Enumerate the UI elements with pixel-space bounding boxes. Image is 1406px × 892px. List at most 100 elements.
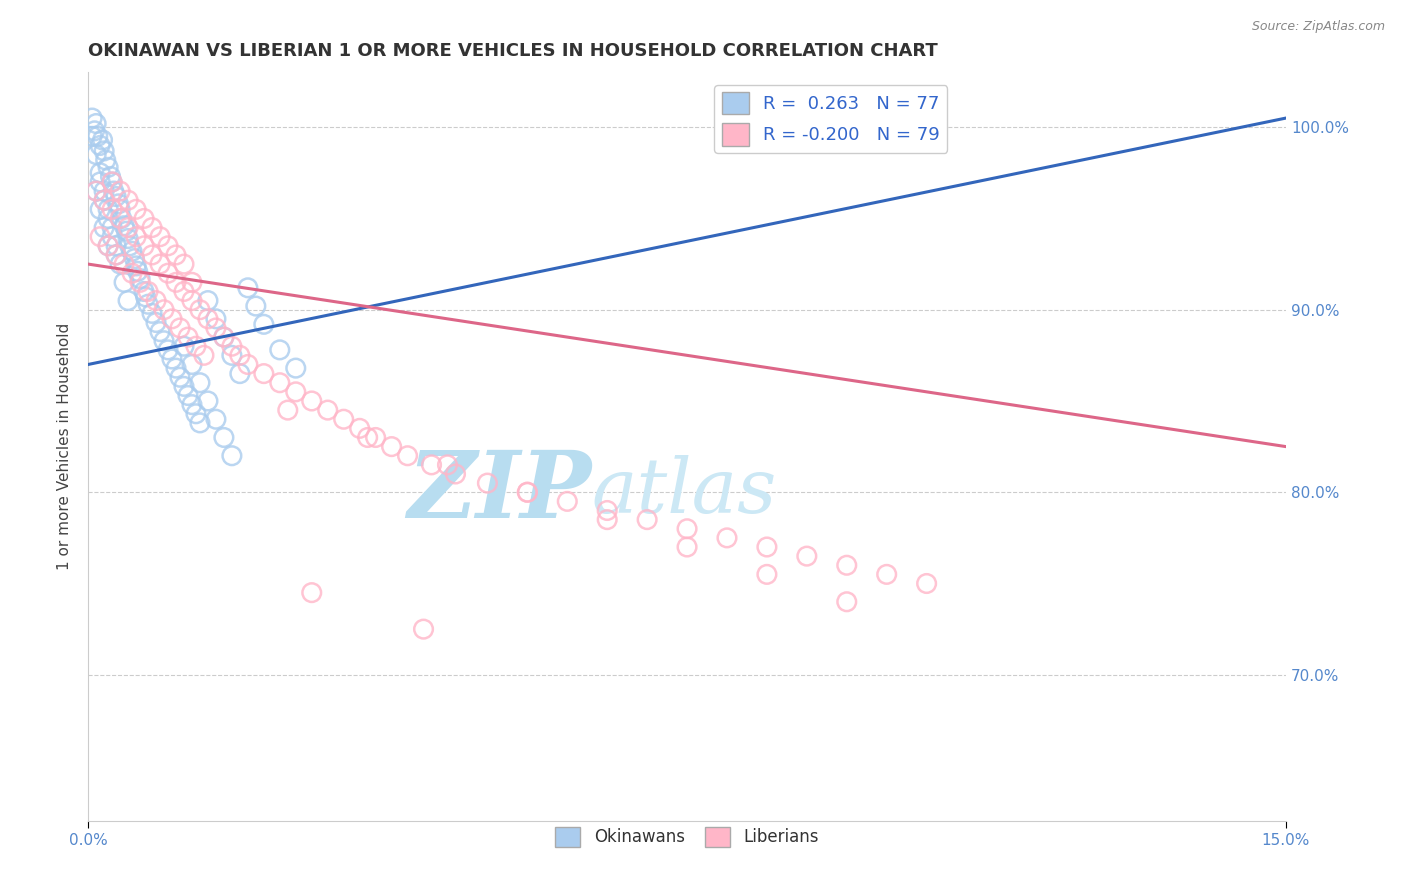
Point: [145, 316, 167, 330]
Point: [132, 239, 155, 253]
Point: [156, 343, 179, 357]
Point: [188, 376, 211, 390]
Point: [205, 311, 228, 326]
Point: [444, 467, 467, 481]
Point: [82, 129, 104, 144]
Point: [184, 407, 207, 421]
Point: [117, 231, 139, 245]
Point: [301, 394, 323, 409]
Point: [477, 476, 499, 491]
Point: [229, 367, 252, 381]
Point: [125, 259, 148, 273]
Point: [188, 302, 211, 317]
Point: [173, 339, 195, 353]
Point: [316, 403, 339, 417]
Point: [755, 540, 778, 554]
Point: [436, 458, 458, 472]
Point: [101, 175, 124, 189]
Point: [212, 330, 235, 344]
Point: [420, 458, 443, 472]
Point: [835, 558, 858, 573]
Point: [105, 248, 128, 262]
Point: [755, 567, 778, 582]
Point: [105, 248, 128, 262]
Point: [197, 311, 219, 326]
Point: [107, 197, 129, 211]
Point: [97, 161, 120, 175]
Point: [253, 367, 276, 381]
Point: [412, 622, 434, 636]
Point: [555, 494, 578, 508]
Point: [129, 276, 152, 290]
Point: [221, 348, 243, 362]
Point: [117, 193, 139, 207]
Point: [84, 147, 107, 161]
Point: [93, 220, 115, 235]
Point: [269, 376, 291, 390]
Point: [103, 184, 125, 198]
Point: [876, 567, 898, 582]
Point: [82, 111, 104, 125]
Point: [156, 239, 179, 253]
Point: [149, 257, 172, 271]
Point: [236, 281, 259, 295]
Point: [184, 339, 207, 353]
Point: [381, 440, 404, 454]
Point: [132, 285, 155, 299]
Point: [221, 339, 243, 353]
Point: [108, 184, 131, 198]
Point: [236, 358, 259, 372]
Point: [915, 576, 938, 591]
Point: [177, 330, 200, 344]
Point: [101, 202, 124, 217]
Point: [93, 193, 115, 207]
Point: [160, 351, 183, 366]
Point: [173, 379, 195, 393]
Y-axis label: 1 or more Vehicles in Household: 1 or more Vehicles in Household: [58, 323, 72, 570]
Point: [364, 430, 387, 444]
Point: [94, 153, 117, 167]
Point: [121, 244, 143, 259]
Point: [93, 193, 115, 207]
Point: [97, 239, 120, 253]
Point: [197, 293, 219, 308]
Point: [112, 219, 135, 233]
Point: [84, 116, 107, 130]
Point: [125, 229, 148, 244]
Point: [188, 416, 211, 430]
Point: [101, 229, 124, 244]
Point: [117, 293, 139, 308]
Text: atlas: atlas: [592, 455, 776, 529]
Point: [269, 343, 291, 357]
Point: [89, 166, 111, 180]
Point: [136, 297, 159, 311]
Point: [349, 421, 371, 435]
Point: [177, 388, 200, 402]
Point: [84, 184, 107, 198]
Point: [356, 430, 378, 444]
Point: [108, 202, 131, 217]
Point: [181, 293, 204, 308]
Point: [156, 266, 179, 280]
Point: [149, 325, 172, 339]
Point: [121, 266, 143, 280]
Point: [169, 370, 191, 384]
Point: [105, 189, 128, 203]
Point: [132, 211, 155, 226]
Point: [100, 169, 122, 184]
Point: [229, 348, 252, 362]
Point: [145, 293, 167, 308]
Point: [141, 220, 163, 235]
Point: [301, 585, 323, 599]
Point: [97, 211, 120, 226]
Point: [124, 252, 146, 266]
Point: [212, 330, 235, 344]
Point: [277, 403, 299, 417]
Point: [181, 358, 204, 372]
Point: [115, 224, 138, 238]
Point: [676, 522, 699, 536]
Point: [149, 229, 172, 244]
Point: [173, 257, 195, 271]
Point: [141, 248, 163, 262]
Point: [396, 449, 419, 463]
